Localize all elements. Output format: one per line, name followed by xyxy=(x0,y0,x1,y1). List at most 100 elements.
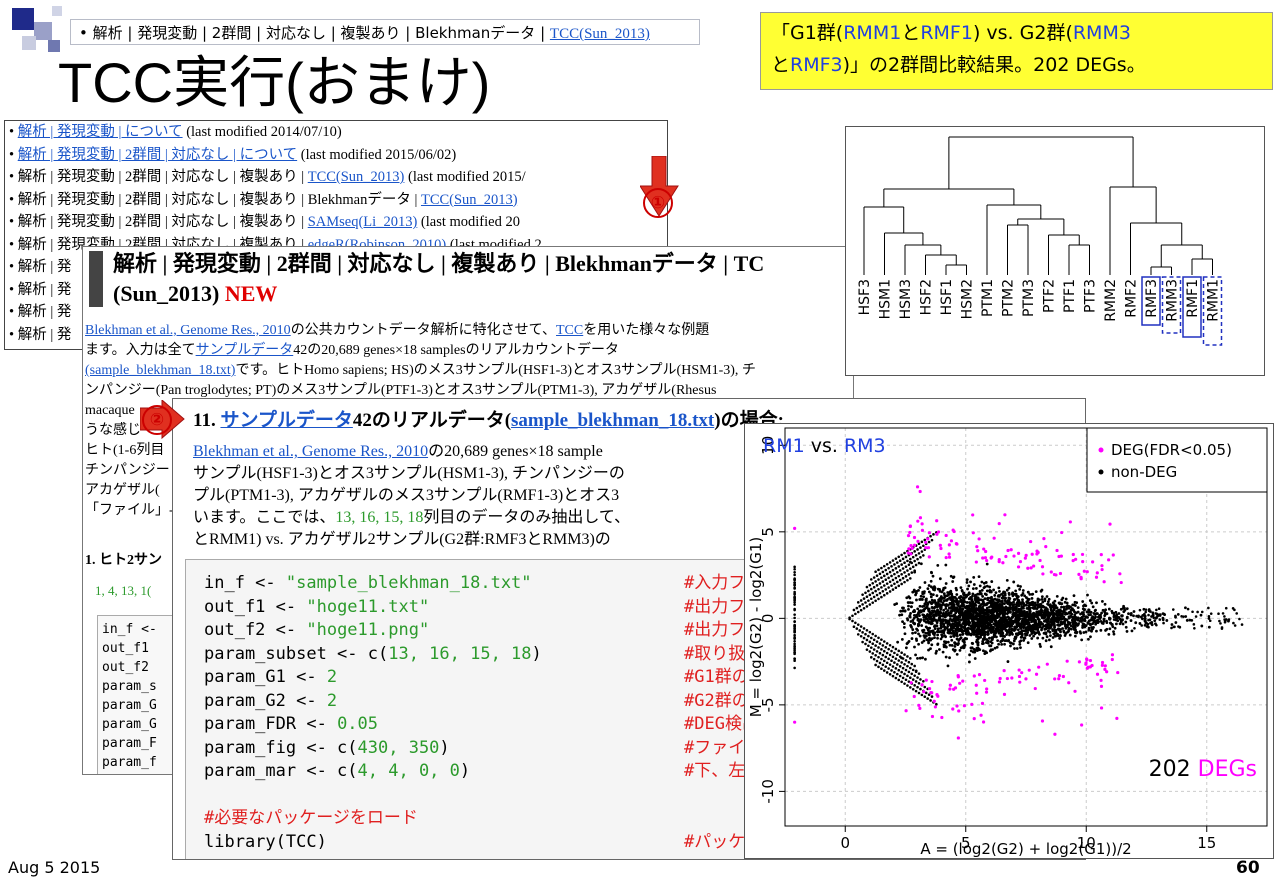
list-item: • 解析 | 発現変動 | 2群間 | 対応なし | 複製あり | TCC(Su… xyxy=(9,169,526,185)
body-line: Blekhman et al., Genome Res., 2010の公共カウン… xyxy=(85,323,710,338)
marker-2: ② xyxy=(142,405,172,435)
x-tick-label: 10 xyxy=(1077,834,1096,852)
code-line: param_f xyxy=(102,755,157,770)
body-line: ます。入力は全てサンプルデータ42の20,689 genes×18 sample… xyxy=(85,343,620,358)
decor-square-4 xyxy=(48,40,60,52)
code-line: param_G1 <- 2 #G1群の xyxy=(204,667,749,687)
dendrogram-leaf-label: HSM1 xyxy=(878,279,894,319)
non-deg-points xyxy=(793,531,1244,706)
list-item-link[interactable]: SAMseq(Li_2013) xyxy=(307,214,418,230)
code-line: param_G xyxy=(102,698,157,713)
dendrogram-figure: HSF3 HSM1 HSM3 HSF2 HSF1 HSM2 PTM1 PTM2 PTM3 PTF2… xyxy=(845,126,1265,376)
sample-data-link[interactable]: サンプルデータ xyxy=(220,410,353,431)
y-tick-label: 5 xyxy=(759,527,777,537)
new-badge: NEW xyxy=(224,281,278,306)
body-line: チンパンジー xyxy=(85,463,170,478)
dendrogram-leaf-label: RMF2 xyxy=(1124,279,1140,318)
decor-square-1 xyxy=(12,8,34,30)
code-line: param_F xyxy=(102,736,157,751)
y-tick-label: 10 xyxy=(759,436,777,455)
section-links[interactable]: 1, 4, 13, 1( xyxy=(95,583,152,598)
legend-box xyxy=(1086,427,1268,493)
y-axis-label: M = log2(G2) - log2(G1) xyxy=(747,537,765,718)
dendrogram-leaf-label: RMM1 xyxy=(1206,279,1222,322)
decor-square-3 xyxy=(22,36,36,50)
section-heading-11: 11. サンプルデータ42のリアルデータ(sample_blekhman_18.… xyxy=(193,410,784,431)
bullet: • xyxy=(79,24,93,42)
slide-title: TCC実行(おまけ) xyxy=(58,51,491,114)
paper-link[interactable]: Blekhman et al., Genome Res., 2010 xyxy=(193,443,429,460)
list-item: • 解析 | 発現変動 | について (last modified 2014/0… xyxy=(9,124,342,140)
code-line: library(TCC) #パッケ xyxy=(204,831,746,852)
code-line: in_f <- "sample_blekhman_18.txt" #入力フ xyxy=(204,573,746,593)
list-item-link[interactable]: 解析 | 発現変動 | 2群間 | 対応なし | について xyxy=(17,146,298,163)
dendrogram-svg: HSF3 HSM1 HSM3 HSF2 HSF1 HSM2 PTM1 PTM2 PTM3 PTF2… xyxy=(857,136,1223,346)
list-item: • 解析 | 発現変動 | 2群間 | 対応なし | について (last mo… xyxy=(9,146,457,163)
callout-note: 「G1群(RMM1とRMF1) vs. G2群(RMM3 とRMF3)」の2群間… xyxy=(760,12,1273,90)
dendrogram-leaf-label: HSM3 xyxy=(898,279,914,319)
highlight-box xyxy=(1202,276,1223,346)
list-item-link[interactable]: TCC(Sun_2013) xyxy=(420,191,518,208)
body-line: macaque xyxy=(85,403,135,418)
body-line: ンパンジー(Pan troglodytes; PT)のメス3サンプル(PTF1-… xyxy=(85,383,717,398)
list-item-link[interactable]: 解析 | 発現変動 | について xyxy=(17,124,183,140)
breadcrumb-link[interactable]: TCC(Sun_2013) xyxy=(549,26,650,42)
list-item: • 解析 | 発 xyxy=(9,304,72,320)
breadcrumb-text: 解析 | 発現変動 | 2群間 | 対応なし | 複製あり | Blekhman… xyxy=(92,24,550,42)
dendrogram-leaf-label: HSM2 xyxy=(960,279,976,319)
section-heading: 1. ヒト2サン xyxy=(85,553,162,568)
code-line: param_FDR <- 0.05 #DEG検出 xyxy=(204,714,759,734)
code-line: param_subset <- c(13, 16, 15, 18) #取り扱 xyxy=(204,643,746,664)
page-body: Blekhman et al., Genome Res., 2010の公共カウン… xyxy=(85,321,756,521)
x-tick-label: 5 xyxy=(961,834,971,852)
page-heading: 解析 | 発現変動 | 2群間 | 対応なし | 複製あり | Blekhman… xyxy=(113,251,765,306)
list-item: • 解析 | 発現変動 | 2群間 | 対応なし | 複製あり | SAMseq… xyxy=(9,214,520,230)
body-line: うな感じ xyxy=(85,423,141,438)
body-line: ヒト(1-6列目 xyxy=(85,443,165,458)
body-line: アカゲザル( xyxy=(85,483,160,498)
highlight-box xyxy=(1182,276,1202,338)
ma-plot: 0 5 10 15 -10 -5 0 5 10 A = (log2(G2) + log2(G1))… xyxy=(744,423,1274,859)
header-bar xyxy=(89,251,103,307)
dendrogram-leaf-label: HSF3 xyxy=(857,279,873,315)
code-line: in_f <- xyxy=(102,622,157,637)
legend-marker xyxy=(1098,469,1104,475)
dendrogram-leaf-label: PTF3 xyxy=(1083,279,1099,313)
dendrogram-leaf-label: RMM3 xyxy=(1165,279,1181,322)
decor-square-2 xyxy=(34,22,52,40)
dendrogram-leaf-label: PTF2 xyxy=(1042,279,1058,313)
x-tick-label: 0 xyxy=(840,834,850,852)
code-line: out_f1 <- "hoge11.txt" #出力フ xyxy=(204,596,746,617)
list-item: • 解析 | 発 xyxy=(9,326,72,343)
plot-title: RM1 vs. RM3 xyxy=(763,435,886,457)
dendrogram-leaf-label: HSF1 xyxy=(939,279,955,315)
y-tick-label: -10 xyxy=(759,779,777,804)
code-line: param_G2 <- 2 #G2群の xyxy=(204,690,749,711)
y-tick-label: -5 xyxy=(759,697,777,712)
slide-date: Aug 5 2015 xyxy=(8,858,101,877)
dendrogram-leaf-label: RMF1 xyxy=(1185,279,1201,318)
body-line: (sample_blekhman_18.txt)です。ヒトHomo sapien… xyxy=(85,363,756,378)
code-line: #必要なパッケージをロード xyxy=(204,808,418,828)
page-number: 60 xyxy=(1236,858,1260,878)
page-header: 解析 | 発現変動 | 2群間 | 対応なし | 複製あり | Blekhman… xyxy=(83,247,853,311)
plot-frame xyxy=(784,427,1268,827)
dendrogram-leaf-label: HSF2 xyxy=(919,279,935,315)
highlight-box xyxy=(1141,276,1161,326)
list-item-link[interactable]: TCC(Sun_2013) xyxy=(307,169,405,185)
decor-square-5 xyxy=(52,6,62,16)
y-tick-label: 0 xyxy=(759,614,777,624)
code-line: param_mar <- c(4, 4, 0, 0) #下、左 xyxy=(204,761,746,781)
dendrogram-leaf-label: RMF3 xyxy=(1144,279,1160,318)
dendrogram-leaf-label: PTM1 xyxy=(980,279,996,317)
highlight-box xyxy=(1161,276,1182,334)
list-item: • 解析 | 発 xyxy=(9,259,72,275)
section-description: Blekhman et al., Genome Res., 2010の20,68… xyxy=(193,443,631,548)
x-axis-label: A = (log2(G2) + log2(G1))/2 xyxy=(920,840,1131,858)
legend-label: DEG(FDR<0.05) xyxy=(1111,441,1232,459)
breadcrumb: • 解析 | 発現変動 | 2群間 | 対応なし | 複製あり | Blekhm… xyxy=(70,19,700,45)
code-line: param_G xyxy=(102,717,157,732)
list-item: • 解析 | 発 xyxy=(9,281,72,298)
sample-file-link[interactable]: sample_blekhman_18.txt xyxy=(511,410,715,431)
